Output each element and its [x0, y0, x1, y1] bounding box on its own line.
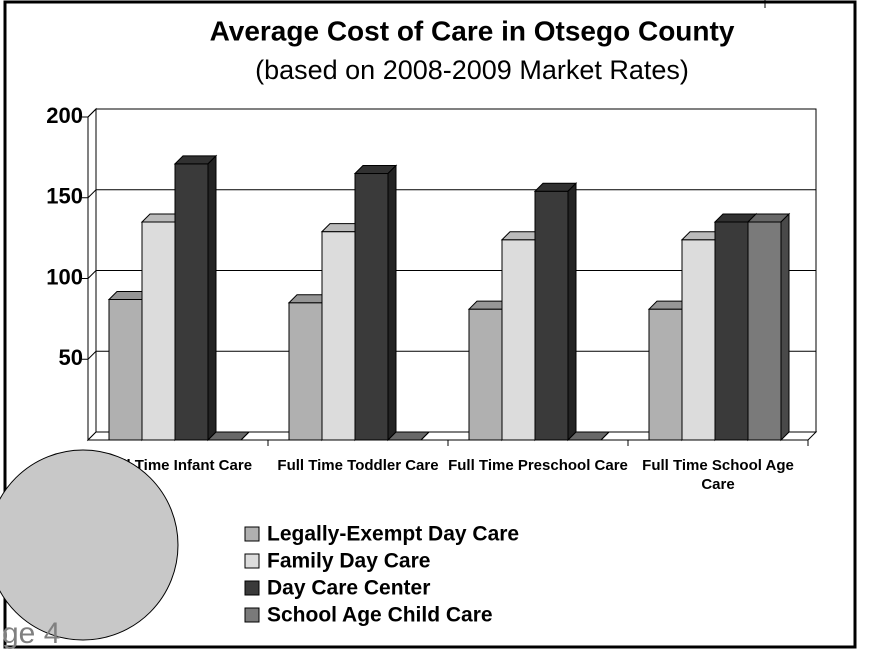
bar-side — [567, 182, 577, 442]
bar-front — [714, 221, 749, 441]
bar-front — [648, 308, 683, 441]
bar-side — [207, 154, 217, 442]
bar-front — [108, 298, 143, 441]
y-tick-label: 100 — [46, 264, 83, 289]
legend-swatch — [244, 607, 260, 623]
page-circle — [0, 449, 179, 641]
bar-front — [468, 308, 503, 441]
bar — [566, 431, 611, 441]
bar-front — [141, 221, 176, 441]
y-tick-label: 50 — [59, 345, 83, 370]
legend-label: Day Care Center — [267, 577, 430, 600]
legend-swatch — [244, 580, 260, 596]
bar — [386, 431, 431, 441]
y-tick-label: 200 — [46, 103, 83, 128]
bar-side — [240, 431, 250, 441]
bar — [173, 154, 218, 442]
y-tick-label: 150 — [46, 184, 83, 209]
bar-front — [174, 163, 209, 441]
legend-label: Family Day Care — [267, 550, 430, 573]
legend-swatch — [244, 526, 260, 542]
chart-title: Average Cost of Care in Otsego County — [210, 15, 735, 46]
x-tick-label: Full Time School Age Care — [642, 457, 794, 493]
chart-subtitle: (based on 2008-2009 Market Rates) — [255, 55, 689, 85]
x-tick-label-box: Full Time School Age Care — [642, 457, 794, 493]
page-label: ge 4 — [2, 617, 60, 650]
bar-front — [501, 239, 536, 441]
legend-label: School Age Child Care — [267, 604, 493, 627]
legend-swatch — [244, 553, 260, 569]
bar-side — [420, 431, 430, 441]
grid-line — [87, 108, 816, 118]
bar-side — [780, 212, 790, 442]
x-tick-label: Full Time Preschool Care — [448, 457, 628, 474]
bar-front — [747, 221, 782, 441]
bar-front — [321, 231, 356, 441]
bar — [353, 164, 398, 442]
bar-front — [681, 239, 716, 441]
legend-label: Legally-Exempt Day Care — [267, 523, 519, 546]
bar-side — [387, 164, 397, 442]
x-tick-label: Full Time Toddler Care — [277, 457, 439, 474]
bar-front — [354, 173, 389, 441]
bar-front — [288, 302, 323, 441]
bar — [206, 431, 251, 441]
x-tick-label-box: Full Time Preschool Care — [448, 457, 628, 474]
x-tick-label-box: Full Time Toddler Care — [277, 457, 439, 474]
bar-side — [600, 431, 610, 441]
bar — [746, 212, 791, 442]
bar-front — [534, 190, 569, 441]
bar — [533, 182, 578, 442]
